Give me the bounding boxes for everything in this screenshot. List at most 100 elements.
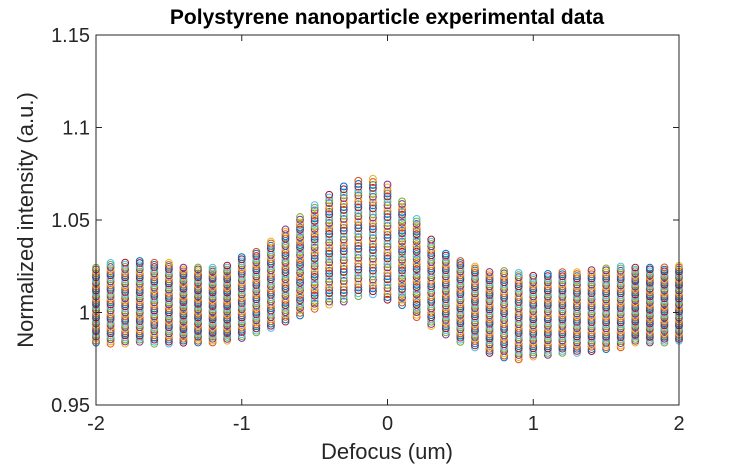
data-point: [558, 340, 567, 349]
data-point: [398, 298, 406, 307]
data-point: [237, 259, 246, 268]
data-point: [412, 305, 421, 314]
data-point: [339, 291, 348, 300]
data-point: [441, 268, 450, 277]
data-point: [296, 258, 304, 267]
data-point: [252, 299, 261, 308]
data-point: [208, 325, 217, 334]
data-point: [412, 217, 421, 226]
data-point: [325, 266, 334, 275]
data-point: [543, 319, 552, 328]
data-point: [587, 287, 596, 295]
data-point: [310, 214, 319, 223]
data-point: [573, 336, 581, 345]
data-point: [573, 315, 581, 324]
data-point: [296, 278, 304, 287]
data-point: [252, 247, 261, 256]
data-point: [471, 306, 479, 314]
data-point: [616, 283, 625, 292]
data-point: [660, 275, 669, 284]
data-point: [310, 270, 319, 279]
data-point: [412, 230, 421, 239]
data-point: [339, 268, 348, 276]
data-point: [441, 282, 450, 291]
data-point: [150, 287, 159, 296]
data-point: [237, 267, 246, 276]
data-point: [325, 219, 334, 227]
data-point: [456, 317, 465, 325]
data-point: [310, 259, 319, 268]
data-point: [281, 230, 290, 239]
data-point: [194, 279, 202, 287]
data-point: [310, 267, 319, 276]
data-point: [456, 283, 465, 292]
data-point: [369, 281, 377, 290]
data-point: [543, 278, 552, 287]
data-point: [631, 275, 640, 284]
data-point: [237, 294, 246, 303]
data-point: [602, 287, 611, 296]
data-point: [354, 182, 363, 191]
data-point: [237, 276, 246, 284]
data-point: [558, 280, 567, 289]
data-point: [369, 251, 377, 260]
data-point: [558, 278, 567, 287]
data-point: [281, 296, 290, 305]
data-point: [223, 296, 232, 305]
data-point: [194, 288, 202, 297]
data-point: [412, 222, 421, 231]
data-point: [106, 290, 115, 298]
data-point: [660, 336, 669, 345]
data-point: [354, 203, 363, 212]
data-point: [150, 329, 159, 338]
data-point: [412, 303, 421, 312]
data-point: [398, 261, 406, 270]
data-point: [602, 336, 611, 345]
data-point: [543, 284, 552, 293]
data-point: [252, 293, 261, 302]
data-point: [529, 284, 538, 293]
data-point: [616, 324, 625, 333]
data-point: [660, 263, 669, 272]
data-point: [135, 275, 144, 284]
data-point: [441, 324, 450, 333]
data-point: [164, 289, 173, 298]
data-point: [179, 309, 188, 318]
data-point: [660, 296, 669, 305]
data-point: [441, 318, 450, 326]
data-point: [310, 262, 319, 271]
data-point: [369, 243, 377, 251]
data-point: [543, 305, 552, 313]
data-point: [456, 259, 465, 267]
data-point: [514, 273, 523, 282]
data-point: [471, 287, 479, 296]
data-point: [645, 284, 654, 293]
data-point: [296, 308, 304, 317]
data-point: [573, 307, 581, 316]
data-point: [296, 223, 304, 232]
data-point: [587, 334, 596, 343]
data-point: [645, 306, 654, 314]
data-point: [179, 294, 188, 303]
data-point: [354, 283, 363, 292]
data-point: [456, 271, 465, 280]
data-point: [121, 302, 130, 311]
data-point: [135, 325, 144, 334]
data-point: [164, 275, 173, 284]
data-point: [529, 319, 538, 328]
data-point: [398, 288, 406, 296]
data-point: [179, 292, 188, 301]
data-point: [281, 306, 290, 314]
data-point: [573, 274, 581, 283]
data-point: [471, 328, 479, 337]
data-point: [310, 288, 319, 297]
data-point: [208, 317, 217, 326]
data-point: [558, 268, 567, 277]
data-point: [485, 315, 494, 324]
data-point: [616, 295, 625, 304]
data-point: [164, 273, 173, 282]
data-point: [456, 327, 465, 336]
data-point: [325, 244, 334, 252]
data-point: [164, 327, 173, 335]
data-point: [150, 302, 159, 311]
